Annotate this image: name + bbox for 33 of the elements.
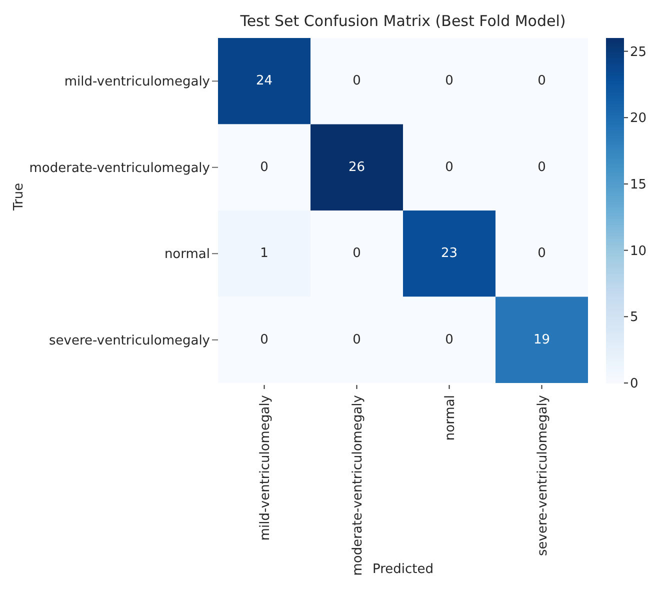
y-tick-label: severe-ventriculomegaly <box>49 333 210 348</box>
data-label: 26 <box>348 160 366 175</box>
x-tick-label: moderate-ventriculomegaly <box>350 394 366 576</box>
data-label: 0 <box>352 74 361 89</box>
y-axis-title: True <box>12 182 27 212</box>
data-label: 0 <box>352 332 361 348</box>
chart-title: Test Set Confusion Matrix (Best Fold Model) <box>239 12 567 30</box>
data-label: 0 <box>445 332 454 348</box>
color-bar-label: 20 <box>630 111 647 126</box>
data-label: 1 <box>260 246 268 262</box>
data-label: 0 <box>445 74 454 89</box>
data-label: 0 <box>260 160 268 175</box>
x-axis-title: Predicted <box>372 562 434 577</box>
data-label: 0 <box>260 332 268 348</box>
data-label: 0 <box>538 246 546 262</box>
data-label: 0 <box>445 160 454 175</box>
data-label: 0 <box>352 246 361 262</box>
colorbar: 0 5 10 15 20 25 <box>598 8 658 583</box>
data-label: 0 <box>538 74 546 89</box>
color-bar-label: 15 <box>630 178 647 193</box>
color-bar-label: 10 <box>630 244 647 259</box>
data-label: 24 <box>256 74 273 89</box>
x-tick-label: normal <box>442 395 458 441</box>
y-tick-label: moderate-ventriculomegaly <box>29 160 210 176</box>
color-bar-label: 5 <box>630 310 638 326</box>
color-bar-label: 25 <box>630 44 647 60</box>
y-tick-label: mild-ventriculomegaly <box>64 74 210 90</box>
data-label: 19 <box>533 332 550 348</box>
x-tick-label: severe-ventriculomegaly <box>535 394 550 556</box>
data-label: 23 <box>440 246 458 262</box>
y-tick-label: normal <box>164 247 210 262</box>
color-bar-label: 0 <box>630 376 638 392</box>
data-label: 0 <box>538 160 546 175</box>
